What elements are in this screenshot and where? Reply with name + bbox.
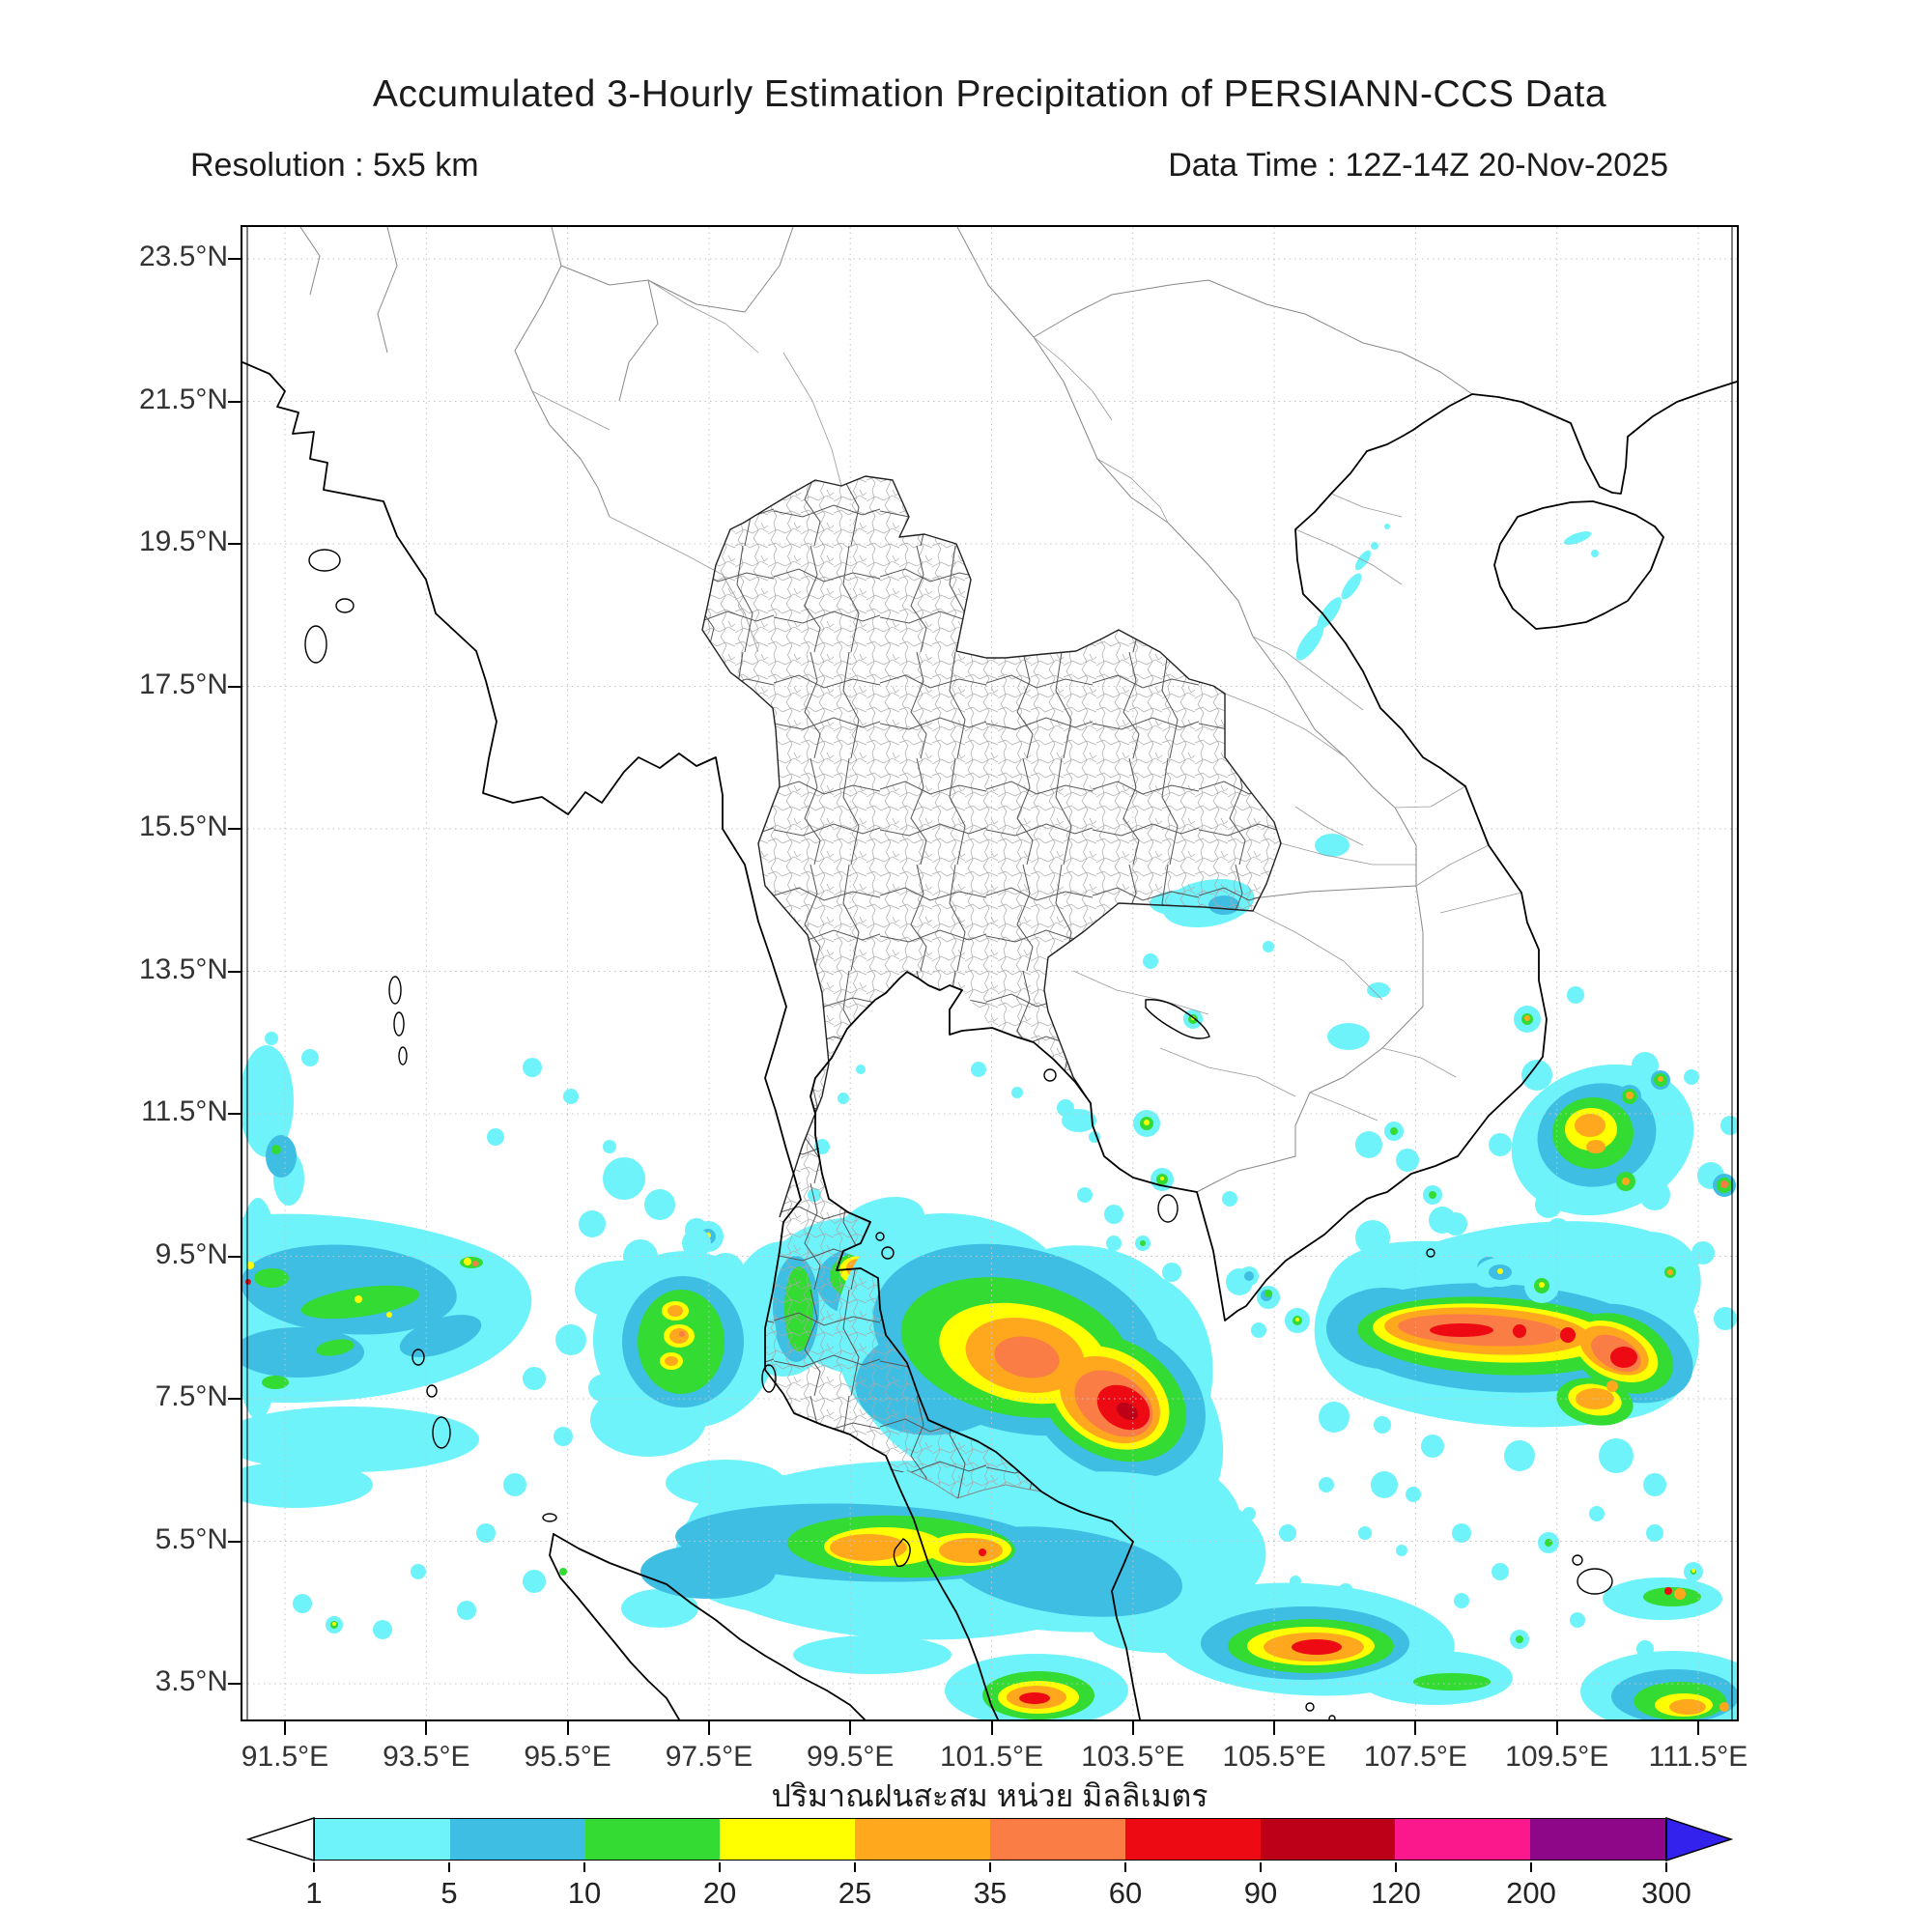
colorbar-tick-mark xyxy=(583,1862,585,1872)
lon-tick-label: 99.5°E xyxy=(806,1741,895,1773)
lat-tick-mark xyxy=(228,1540,242,1543)
colorbar-tick-mark xyxy=(719,1862,721,1872)
colorbar-tick-label: 120 xyxy=(1371,1876,1421,1910)
lon-tick-label: 95.5°E xyxy=(524,1741,611,1773)
colorbar: 1 5 10 20 25 35 60 90 120 200 300 xyxy=(0,1806,1932,1932)
colorbar-tick-mark xyxy=(1124,1862,1126,1872)
colorbar-tick-mark xyxy=(448,1862,450,1872)
lon-tick-label: 105.5°E xyxy=(1222,1741,1326,1773)
lat-tick-label: 5.5°N xyxy=(155,1522,228,1555)
colorbar-tick-mark xyxy=(1530,1862,1532,1872)
colorbar-tick-label: 60 xyxy=(1108,1876,1143,1910)
lon-tick-label: 107.5°E xyxy=(1363,1741,1467,1773)
colorbar-segment xyxy=(315,1819,450,1860)
colorbar-tick-label: 35 xyxy=(973,1876,1008,1910)
lat-tick-mark xyxy=(228,828,242,830)
colorbar-segment xyxy=(1260,1819,1396,1860)
colorbar-tick-label: 200 xyxy=(1506,1876,1556,1910)
lon-tick-label: 93.5°E xyxy=(383,1741,470,1773)
colorbar-caption-thai: ปริมาณฝนสะสม หน่วย มิลลิเมตร xyxy=(771,1778,1208,1813)
lat-tick-mark xyxy=(228,1113,242,1115)
lon-tick-label: 103.5°E xyxy=(1081,1741,1185,1773)
lat-tick-label: 9.5°N xyxy=(155,1237,228,1270)
lat-tick-label: 13.5°N xyxy=(138,952,228,985)
inner-frame xyxy=(246,227,1733,1719)
lat-tick-mark xyxy=(228,1255,242,1258)
resolution-label: Resolution : 5x5 km xyxy=(190,147,479,184)
lon-tick-mark xyxy=(1131,1721,1134,1735)
lon-tick-mark xyxy=(1273,1721,1276,1735)
lat-tick-label: 15.5°N xyxy=(138,810,228,842)
lon-tick-mark xyxy=(1555,1721,1558,1735)
lon-tick-mark xyxy=(1697,1721,1699,1735)
lat-tick-label: 23.5°N xyxy=(138,241,228,272)
lat-tick-label: 17.5°N xyxy=(138,668,228,700)
colorbar-tick-mark xyxy=(854,1862,856,1872)
lon-tick-mark xyxy=(566,1721,569,1735)
lon-tick-mark xyxy=(990,1721,993,1735)
colorbar-tick-label: 10 xyxy=(567,1876,602,1910)
lat-tick-mark xyxy=(228,970,242,973)
precipitation-layer xyxy=(242,524,1737,1719)
lat-tick-mark xyxy=(228,685,242,688)
colorbar-segment xyxy=(584,1819,721,1860)
lat-tick-label: 11.5°N xyxy=(141,1095,228,1127)
colorbar-segments xyxy=(314,1818,1666,1861)
colorbar-segment xyxy=(720,1819,856,1860)
lon-tick-label: 91.5°E xyxy=(241,1741,329,1773)
colorbar-tick-label: 1 xyxy=(305,1876,323,1910)
map-plot-area xyxy=(241,225,1739,1721)
coastline-layer xyxy=(242,361,1737,1719)
lon-tick-label: 97.5°E xyxy=(665,1741,753,1773)
colorbar-tick-label: 5 xyxy=(440,1876,458,1910)
colorbar-segment xyxy=(855,1819,990,1860)
lat-tick-mark xyxy=(228,543,242,545)
map-svg xyxy=(242,227,1737,1719)
colorbar-tick-mark xyxy=(989,1862,991,1872)
lat-tick-label: 3.5°N xyxy=(155,1665,228,1697)
page-title: Accumulated 3-Hourly Estimation Precipit… xyxy=(372,73,1607,115)
colorbar-segment xyxy=(989,1819,1125,1860)
thailand-districts-layer xyxy=(701,475,1282,1498)
gridlines-layer xyxy=(242,227,1737,1719)
data-time-label: Data Time : 12Z-14Z 20-Nov-2025 xyxy=(1168,147,1668,184)
lat-tick-label: 21.5°N xyxy=(138,383,228,415)
lat-tick-label: 7.5°N xyxy=(155,1380,228,1412)
colorbar-tick-mark xyxy=(1260,1862,1262,1872)
lon-tick-label: 109.5°E xyxy=(1505,1741,1609,1773)
lon-tick-label: 101.5°E xyxy=(939,1741,1044,1773)
colorbar-tick-mark xyxy=(313,1862,315,1872)
lat-tick-mark xyxy=(228,1398,242,1400)
lon-tick-mark xyxy=(707,1721,710,1735)
colorbar-under-arrow xyxy=(246,1817,315,1861)
lat-tick-mark xyxy=(228,400,242,403)
lat-tick-mark xyxy=(228,1683,242,1685)
lon-tick-mark xyxy=(849,1721,852,1735)
colorbar-segment xyxy=(1530,1819,1665,1860)
lon-tick-label: 111.5°E xyxy=(1648,1741,1748,1773)
lon-tick-mark xyxy=(284,1721,286,1735)
colorbar-tick-mark xyxy=(1665,1862,1667,1872)
lon-tick-mark xyxy=(425,1721,428,1735)
colorbar-segment xyxy=(1124,1819,1261,1860)
colorbar-segment xyxy=(1395,1819,1531,1860)
colorbar-tick-mark xyxy=(1395,1862,1397,1872)
lon-tick-mark xyxy=(1414,1721,1417,1735)
colorbar-tick-label: 20 xyxy=(702,1876,737,1910)
colorbar-tick-label: 90 xyxy=(1243,1876,1278,1910)
colorbar-over-arrow xyxy=(1665,1817,1733,1861)
lat-tick-label: 19.5°N xyxy=(138,526,228,557)
lat-tick-mark xyxy=(228,258,242,260)
colorbar-segment xyxy=(449,1819,585,1860)
colorbar-tick-label: 300 xyxy=(1641,1876,1691,1910)
colorbar-tick-label: 25 xyxy=(838,1876,872,1910)
